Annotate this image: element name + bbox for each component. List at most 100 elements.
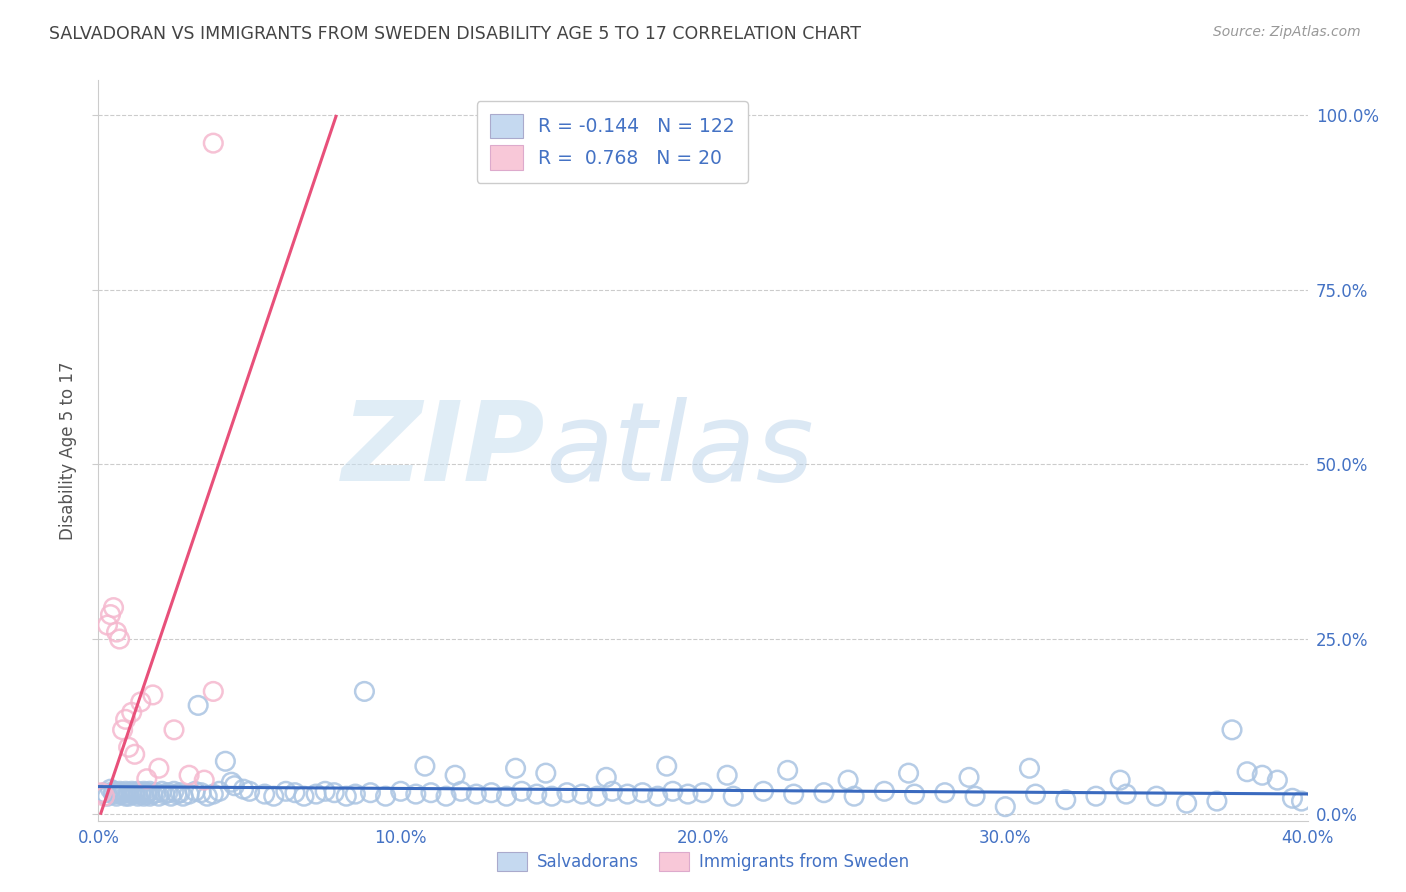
- Point: [111, 723, 134, 737]
- Point: [534, 766, 557, 780]
- Point: [450, 784, 472, 798]
- Point: [202, 136, 225, 150]
- Point: [1115, 787, 1137, 801]
- Point: [169, 786, 191, 800]
- Point: [1251, 768, 1274, 782]
- Point: [465, 787, 488, 801]
- Text: SALVADORAN VS IMMIGRANTS FROM SWEDEN DISABILITY AGE 5 TO 17 CORRELATION CHART: SALVADORAN VS IMMIGRANTS FROM SWEDEN DIS…: [49, 25, 862, 43]
- Point: [142, 688, 165, 702]
- Point: [934, 786, 956, 800]
- Point: [904, 787, 927, 801]
- Point: [495, 789, 517, 804]
- Point: [263, 789, 285, 804]
- Point: [148, 761, 170, 775]
- Point: [676, 787, 699, 801]
- Point: [389, 784, 412, 798]
- Point: [139, 789, 162, 804]
- Point: [135, 786, 157, 800]
- Point: [108, 784, 131, 798]
- Point: [114, 712, 136, 726]
- Point: [129, 695, 152, 709]
- Point: [957, 770, 980, 784]
- Point: [323, 786, 346, 800]
- Point: [616, 787, 638, 801]
- Point: [434, 789, 457, 804]
- Point: [1085, 789, 1108, 804]
- Point: [103, 600, 125, 615]
- Point: [114, 789, 136, 804]
- Point: [118, 786, 141, 800]
- Point: [284, 786, 307, 800]
- Point: [139, 784, 162, 798]
- Point: [93, 789, 115, 804]
- Point: [118, 740, 141, 755]
- Point: [1109, 773, 1132, 788]
- Point: [135, 772, 157, 786]
- Point: [783, 787, 806, 801]
- Point: [108, 632, 131, 646]
- Point: [716, 768, 738, 782]
- Point: [127, 789, 149, 804]
- Point: [96, 789, 118, 804]
- Point: [105, 789, 128, 804]
- Point: [111, 786, 134, 800]
- Point: [1220, 723, 1243, 737]
- Point: [413, 759, 436, 773]
- Point: [1267, 773, 1289, 788]
- Point: [595, 770, 617, 784]
- Point: [873, 784, 896, 798]
- Point: [118, 789, 141, 804]
- Point: [353, 684, 375, 698]
- Point: [202, 787, 225, 801]
- Point: [127, 784, 149, 798]
- Point: [239, 784, 262, 798]
- Point: [305, 787, 328, 801]
- Point: [105, 786, 128, 800]
- Point: [190, 786, 212, 800]
- Point: [93, 786, 115, 800]
- Point: [314, 784, 336, 798]
- Point: [420, 786, 443, 800]
- Point: [844, 789, 866, 804]
- Point: [195, 789, 218, 804]
- Text: ZIP: ZIP: [342, 397, 546, 504]
- Point: [897, 766, 920, 780]
- Point: [692, 786, 714, 800]
- Point: [135, 787, 157, 801]
- Point: [202, 684, 225, 698]
- Point: [132, 789, 155, 804]
- Point: [105, 625, 128, 640]
- Point: [124, 747, 146, 762]
- Point: [374, 789, 396, 804]
- Point: [160, 789, 183, 804]
- Point: [292, 789, 315, 804]
- Point: [103, 784, 125, 798]
- Point: [224, 779, 246, 793]
- Point: [221, 775, 243, 789]
- Point: [232, 782, 254, 797]
- Point: [148, 789, 170, 804]
- Point: [723, 789, 745, 804]
- Text: atlas: atlas: [546, 397, 814, 504]
- Point: [121, 784, 143, 798]
- Point: [179, 787, 201, 801]
- Point: [103, 787, 125, 801]
- Point: [505, 761, 527, 775]
- Point: [111, 787, 134, 801]
- Point: [96, 618, 118, 632]
- Point: [172, 789, 194, 804]
- Point: [510, 784, 533, 798]
- Point: [114, 784, 136, 798]
- Point: [405, 787, 427, 801]
- Point: [156, 786, 179, 800]
- Point: [100, 607, 122, 622]
- Point: [776, 764, 799, 778]
- Point: [132, 784, 155, 798]
- Point: [150, 784, 173, 798]
- Point: [602, 784, 624, 798]
- Point: [129, 787, 152, 801]
- Point: [153, 787, 176, 801]
- Point: [108, 787, 131, 801]
- Point: [481, 786, 503, 800]
- Point: [1291, 794, 1313, 808]
